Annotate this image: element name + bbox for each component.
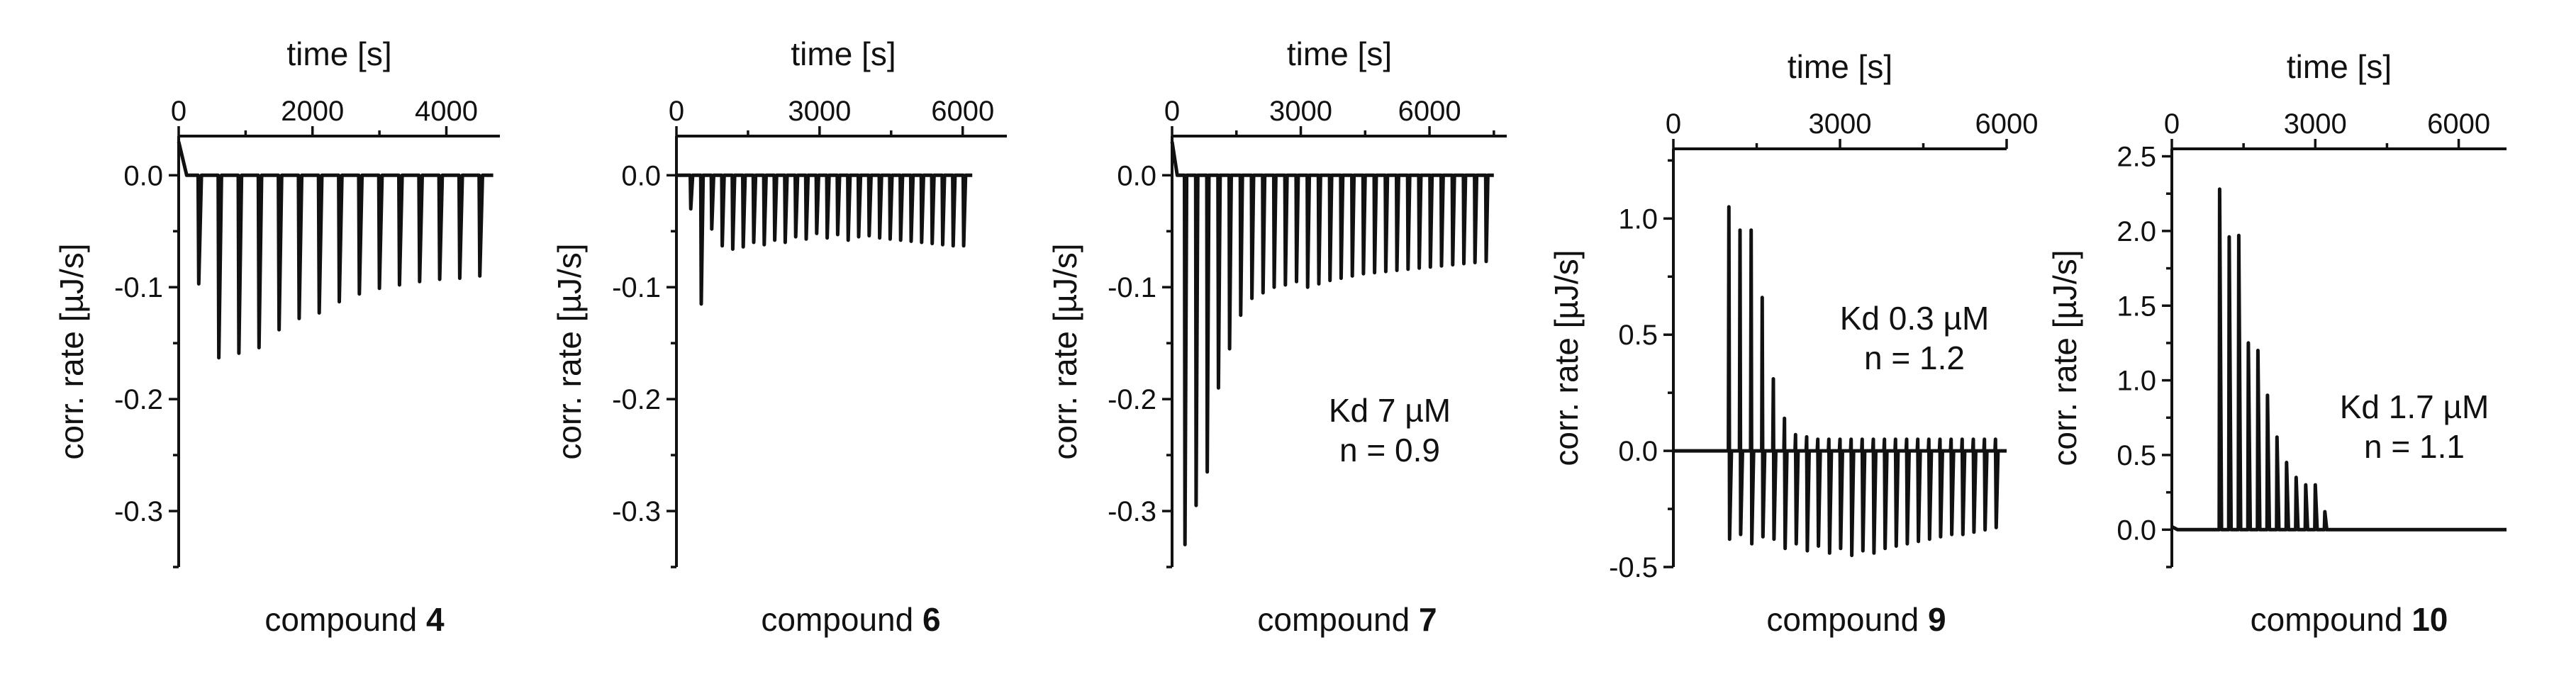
- y-tick-label: 1.0: [2117, 366, 2156, 397]
- caption-prefix: compound: [761, 601, 922, 638]
- y-tick-label: -0.3: [114, 496, 163, 527]
- fit-annotation: n = 0.9: [1339, 432, 1440, 468]
- x-tick-label: 2000: [281, 96, 344, 127]
- y-tick-label: -0.2: [114, 384, 163, 415]
- x-tick-label: 0: [1164, 96, 1180, 127]
- y-tick-label: 0.0: [123, 160, 163, 191]
- fit-annotation: Kd 0.3 µM: [1840, 300, 1990, 337]
- x-tick-label: 0: [171, 96, 186, 127]
- caption-prefix: compound: [264, 601, 426, 638]
- y-tick-label: 0.0: [1618, 436, 1658, 467]
- caption-prefix: compound: [2251, 601, 2412, 638]
- x-tick-label: 6000: [2427, 108, 2490, 140]
- y-tick-label: 0.0: [621, 160, 661, 191]
- y-tick-label: -0.1: [114, 272, 163, 303]
- chart-panel-compound-9: 0 3000 6000 1.0 0.5 0.0 -0.5 time [s] corr. rate…: [1548, 48, 2039, 638]
- x-tick-label: 6000: [931, 96, 994, 127]
- thermogram-trace: [2170, 187, 2507, 532]
- y-tick-label: 0.5: [1618, 320, 1658, 351]
- panel-caption: compound 6: [761, 601, 940, 638]
- thermogram-trace: [676, 173, 973, 306]
- y-axis-title: corr. rate [µJ/s]: [1047, 243, 1083, 459]
- x-tick-label: 3000: [2284, 108, 2347, 140]
- caption-prefix: compound: [1257, 601, 1419, 638]
- x-axis-title: time [s]: [1788, 48, 1892, 85]
- fit-annotation: Kd 7 µM: [1329, 392, 1451, 429]
- x-tick-label: 3000: [1809, 108, 1872, 140]
- panel-caption: compound 9: [1766, 601, 1946, 638]
- thermogram-trace: [1170, 141, 1494, 546]
- fit-annotation: n = 1.1: [2364, 428, 2465, 465]
- y-tick-label: 1.0: [1618, 203, 1658, 235]
- y-tick-label: 1.5: [2117, 291, 2156, 322]
- caption-compound-number: 4: [426, 601, 445, 638]
- x-tick-label: 3000: [1269, 96, 1332, 127]
- thermogram-trace: [1673, 205, 2007, 558]
- y-tick-label: -0.3: [612, 496, 661, 527]
- y-tick-label: 2.5: [2117, 142, 2156, 173]
- y-tick-label: -0.1: [1108, 272, 1156, 303]
- y-tick-label: 0.0: [2117, 515, 2156, 546]
- x-axis-title: time [s]: [791, 35, 896, 72]
- y-tick-label: -0.2: [1108, 384, 1156, 415]
- y-tick-label: -0.1: [612, 272, 661, 303]
- caption-prefix: compound: [1766, 601, 1928, 638]
- chart-panel-compound-4: 0 2000 4000 0.0 -0.1 -0.2 -0.3 time [s] corr. ra…: [53, 35, 500, 638]
- x-tick-label: 4000: [415, 96, 478, 127]
- y-axis-title: corr. rate [µJ/s]: [1548, 249, 1585, 466]
- x-axis-title: time [s]: [1287, 35, 1392, 72]
- y-axis-title: corr. rate [µJ/s]: [53, 243, 90, 459]
- chart-panel-compound-6: 0 3000 6000 0.0 -0.1 -0.2 -0.3 time [s] corr. ra…: [551, 35, 1007, 638]
- chart-panel-compound-7: 0 3000 6000 0.0 -0.1 -0.2 -0.3 time [s] corr. ra…: [1047, 35, 1507, 638]
- fit-annotation: Kd 1.7 µM: [2340, 388, 2489, 425]
- caption-compound-number: 6: [922, 601, 941, 638]
- y-axis-title: corr. rate [µJ/s]: [551, 243, 588, 459]
- y-tick-label: 2.0: [2117, 216, 2156, 247]
- x-axis-title: time [s]: [286, 35, 391, 72]
- caption-compound-number: 10: [2411, 601, 2448, 638]
- panel-caption: compound 10: [2251, 601, 2448, 638]
- x-tick-label: 6000: [1975, 108, 2039, 140]
- x-axis-title: time [s]: [2287, 48, 2392, 85]
- fit-annotation: n = 1.2: [1864, 340, 1965, 376]
- y-axis-title: corr. rate [µJ/s]: [2046, 249, 2083, 466]
- y-tick-label: 0.5: [2117, 440, 2156, 471]
- thermogram-trace: [177, 141, 494, 360]
- x-tick-label: 3000: [788, 96, 851, 127]
- y-tick-label: -0.5: [1609, 552, 1658, 583]
- caption-compound-number: 7: [1419, 601, 1437, 638]
- x-tick-label: 0: [2164, 108, 2180, 140]
- y-tick-label: -0.3: [1108, 496, 1156, 527]
- panel-caption: compound 4: [264, 601, 445, 638]
- caption-compound-number: 9: [1928, 601, 1946, 638]
- x-tick-label: 0: [1666, 108, 1681, 140]
- y-tick-label: 0.0: [1117, 160, 1156, 191]
- y-tick-label: -0.2: [612, 384, 661, 415]
- x-tick-label: 0: [669, 96, 684, 127]
- x-tick-label: 6000: [1398, 96, 1461, 127]
- chart-panel-compound-10: 0 3000 6000 2.5 2.0 1.5 1.0 0.5 0.0 time [s] corr.…: [2046, 48, 2507, 638]
- panel-caption: compound 7: [1257, 601, 1437, 638]
